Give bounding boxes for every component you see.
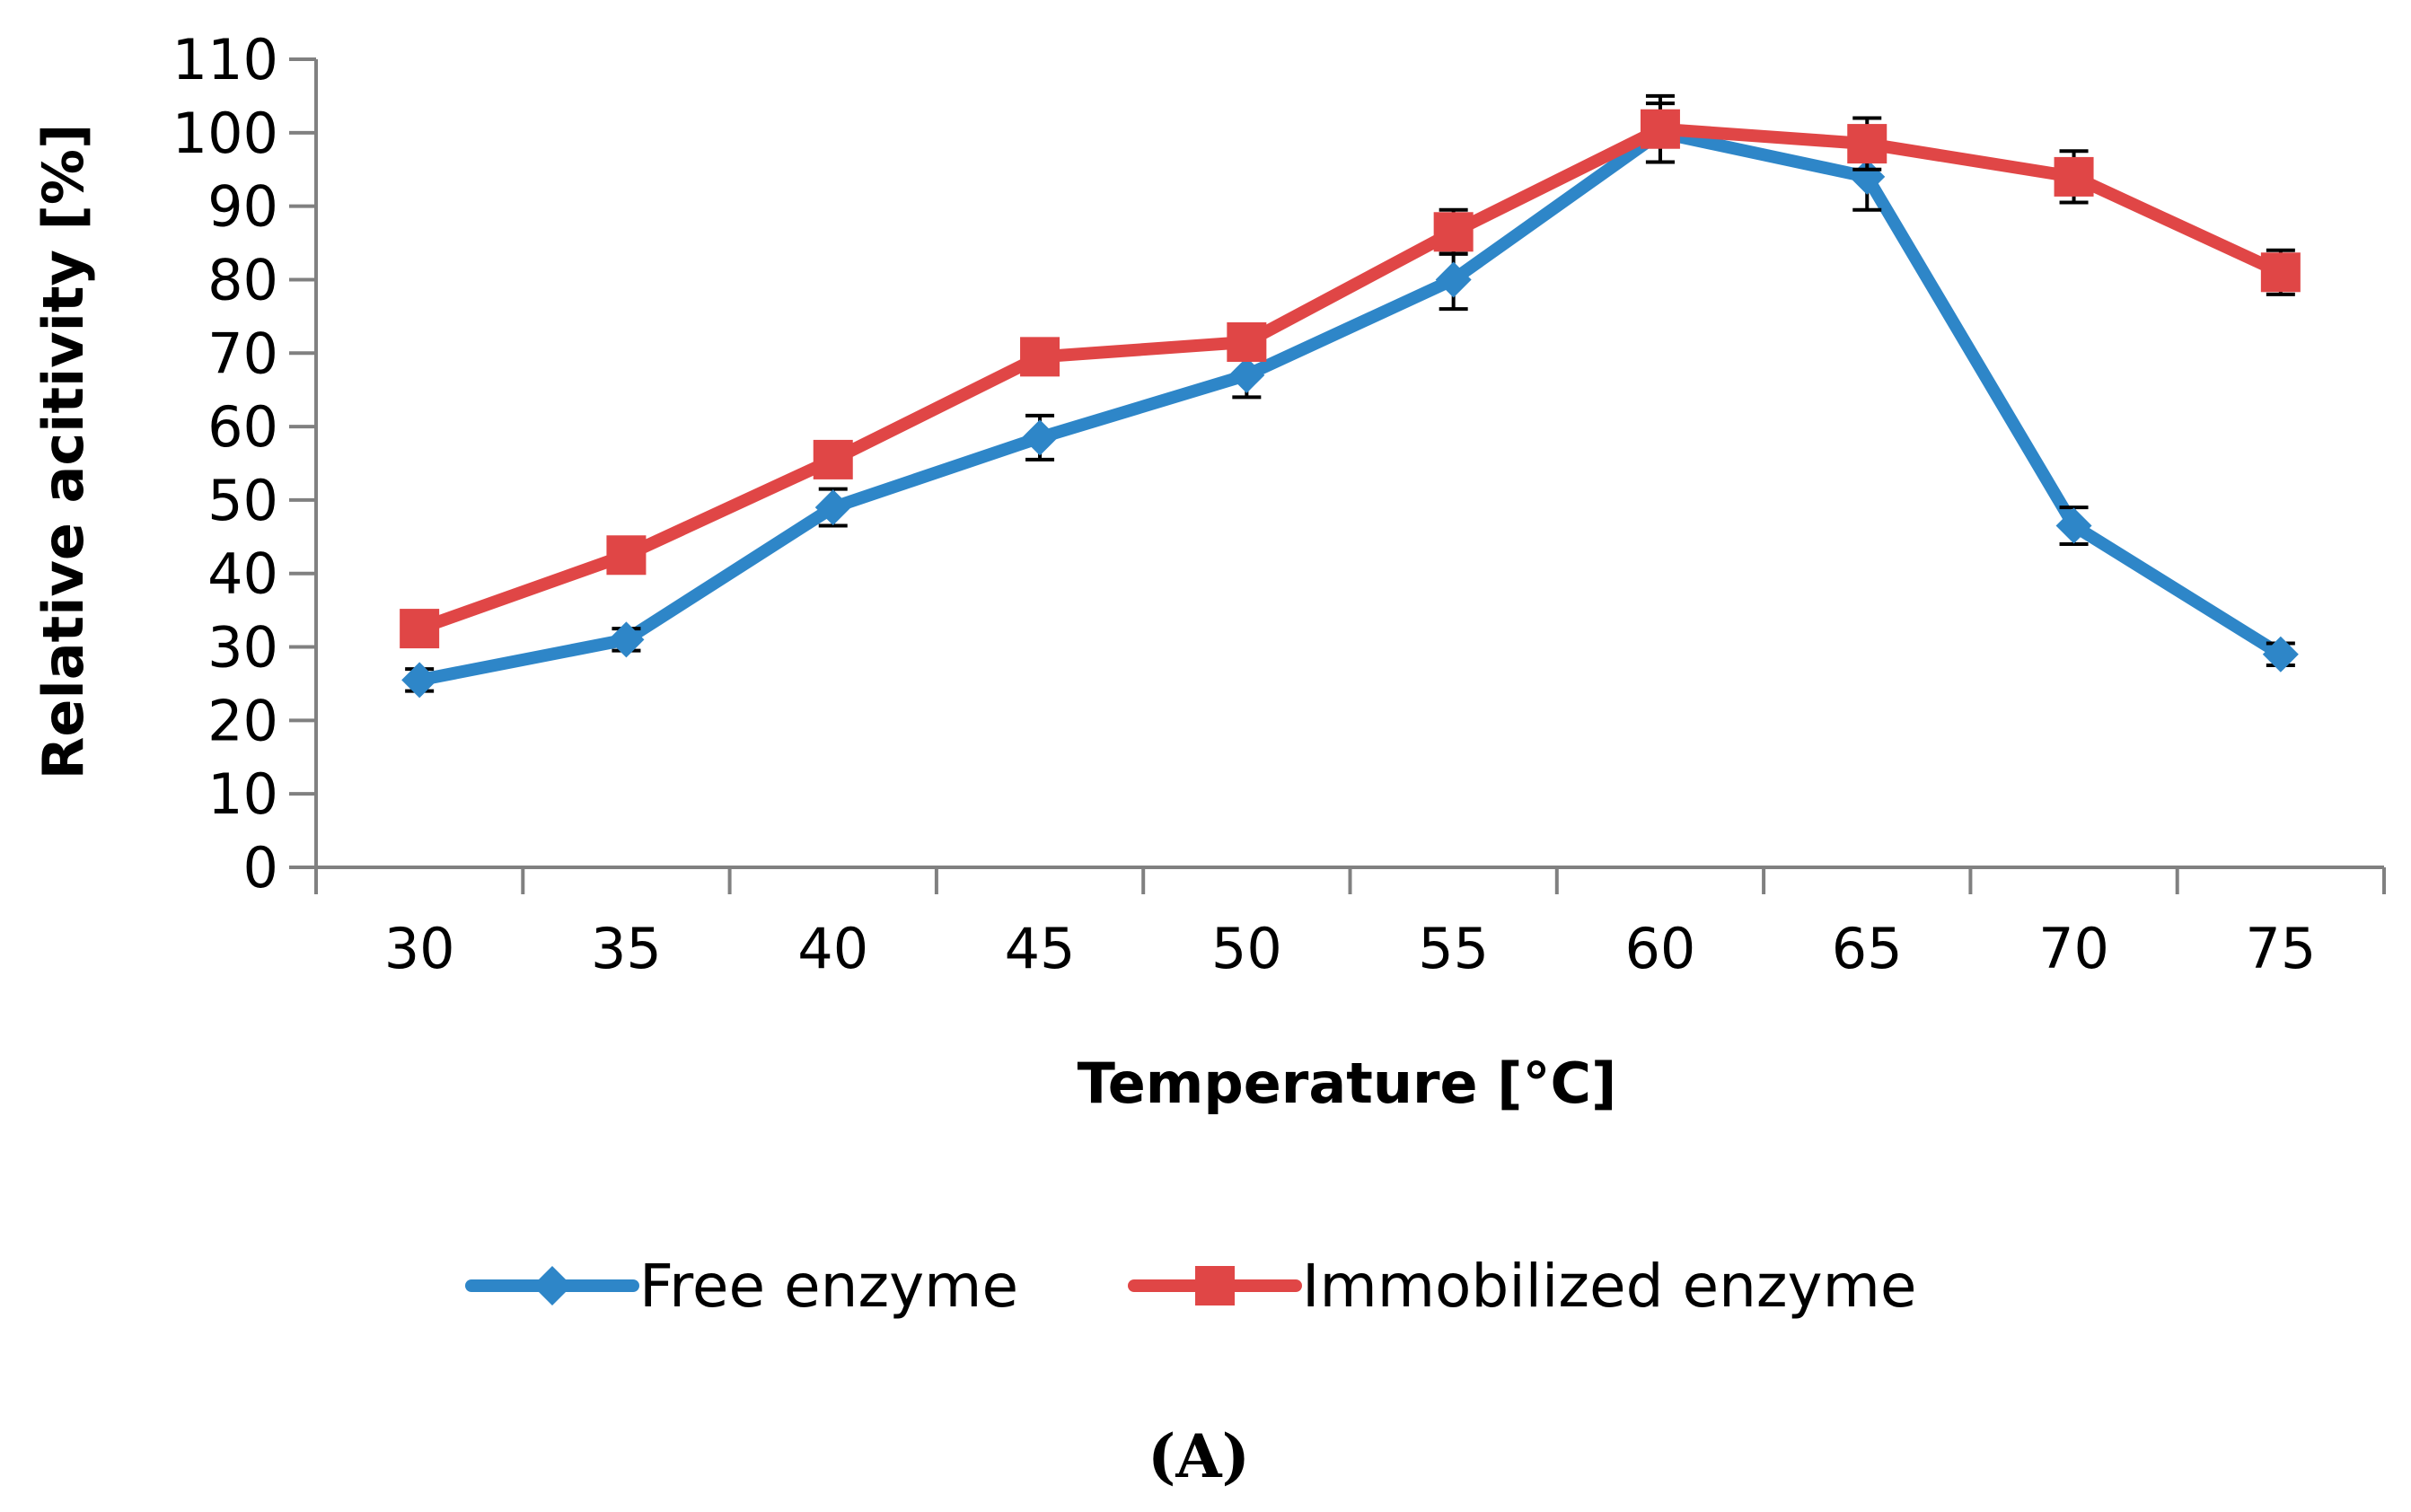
data-point — [2262, 636, 2299, 672]
x-tick-label: 65 — [1832, 916, 1903, 981]
legend-label-free-enzyme: Free enzyme — [639, 1252, 1018, 1321]
x-tick-label: 30 — [384, 916, 455, 981]
y-axis-title: Relative acitivity [%] — [31, 124, 96, 780]
series-layer — [400, 93, 2301, 699]
data-point — [1435, 261, 1472, 298]
data-point — [400, 609, 440, 649]
y-tick-label: 10 — [207, 761, 278, 827]
x-tick-label: 45 — [1005, 916, 1076, 981]
y-axis-ticks: 0 10 20 30 40 50 60 70 80 90 100 110 — [172, 27, 316, 901]
data-point — [1228, 356, 1265, 393]
y-tick-label: 100 — [172, 101, 278, 166]
x-tick-label: 40 — [797, 916, 868, 981]
y-tick-label: 70 — [207, 321, 278, 386]
legend-marker-immobilized-enzyme — [1195, 1266, 1235, 1305]
data-point — [813, 439, 853, 479]
y-tick-label: 30 — [207, 615, 278, 681]
data-point — [1640, 109, 1680, 149]
x-tick-label: 75 — [2245, 916, 2316, 981]
y-tick-label: 50 — [207, 468, 278, 533]
data-point — [2260, 252, 2301, 293]
series-line — [413, 126, 2287, 687]
y-tick-label: 90 — [207, 174, 278, 240]
y-tick-label: 60 — [207, 394, 278, 460]
data-point — [1020, 337, 1060, 377]
series-free-enzyme — [401, 101, 2299, 699]
axes — [289, 59, 2384, 869]
data-point — [1847, 124, 1887, 164]
x-axis-ticks: 30 35 40 45 50 55 60 65 70 75 — [314, 867, 2386, 981]
x-tick-label: 50 — [1211, 916, 1282, 981]
data-point — [606, 535, 647, 576]
y-tick-label: 110 — [172, 27, 278, 92]
series-line — [413, 122, 2287, 636]
series-immobilized-enzyme — [400, 93, 2301, 649]
legend: Free enzyme Immobilized enzyme — [465, 1252, 1917, 1321]
data-point — [814, 489, 851, 526]
x-tick-label: 60 — [1624, 916, 1695, 981]
x-tick-label: 70 — [2038, 916, 2109, 981]
y-tick-label: 40 — [207, 541, 278, 607]
y-tick-label: 0 — [243, 835, 278, 901]
legend-label-immobilized-enzyme: Immobilized enzyme — [1302, 1252, 1917, 1321]
data-point — [2054, 156, 2094, 197]
data-point — [1022, 419, 1059, 456]
y-tick-label: 20 — [207, 688, 278, 753]
data-point — [2055, 507, 2092, 544]
data-point — [401, 662, 438, 699]
data-point — [1227, 322, 1267, 362]
panel-label: (A) — [1148, 1421, 1250, 1491]
x-tick-label: 55 — [1418, 916, 1489, 981]
data-point — [608, 621, 645, 658]
y-tick-label: 80 — [207, 247, 278, 312]
legend-marker-free-enzyme — [532, 1266, 572, 1305]
x-tick-label: 35 — [591, 916, 662, 981]
x-axis-title: Temperature [°C] — [1078, 1050, 1617, 1116]
data-point — [1433, 212, 1474, 252]
